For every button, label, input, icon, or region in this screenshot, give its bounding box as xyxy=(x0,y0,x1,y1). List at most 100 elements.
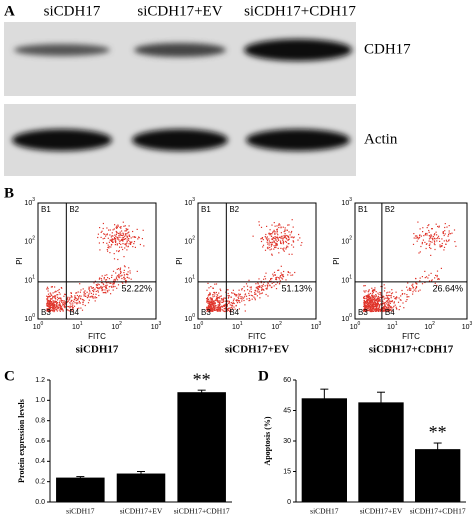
scatter-dot xyxy=(427,225,429,227)
scatter-dot xyxy=(415,288,417,290)
scatter-dot xyxy=(222,301,224,303)
scatter-dot xyxy=(271,282,273,284)
scatter-dot xyxy=(384,302,387,304)
scatter-dot xyxy=(260,226,263,228)
scatter-dot xyxy=(375,302,377,304)
quadrant-percent: 51.13% xyxy=(281,283,312,293)
scatter-dot xyxy=(378,300,381,302)
scatter-dot xyxy=(437,237,439,239)
scatter-dot xyxy=(429,236,431,238)
panel-label: D xyxy=(258,368,269,384)
scatter-dot xyxy=(119,272,122,275)
scatter-dot xyxy=(208,306,210,308)
scatter-dot xyxy=(363,303,365,305)
scatter-dot xyxy=(415,286,418,288)
scatter-dot xyxy=(120,233,122,235)
scatter-dot xyxy=(76,294,78,297)
scatter-dot xyxy=(275,244,277,246)
scatter-dot xyxy=(110,244,112,246)
scatter-dot xyxy=(451,232,453,234)
scatter-dot xyxy=(46,305,48,307)
scatter-dot xyxy=(118,250,120,253)
scatter-dot xyxy=(378,309,380,311)
scatter-dot xyxy=(219,303,221,305)
scatter-dot xyxy=(270,248,273,250)
scatter-dot xyxy=(382,296,384,298)
scatter-dot xyxy=(103,276,105,279)
scatter-dot xyxy=(390,297,392,299)
tick-base: 10 xyxy=(24,316,32,323)
scatter-dot xyxy=(254,290,256,292)
scatter-dot xyxy=(406,296,408,298)
scatter-dot xyxy=(442,231,444,233)
scatter-dot xyxy=(289,272,291,274)
scatter-dot xyxy=(98,288,100,290)
scatter-dot xyxy=(124,230,126,232)
scatter-dot xyxy=(48,303,51,305)
scatter-dot xyxy=(88,287,90,289)
scatter-dot xyxy=(207,306,209,309)
x-tick-label: 103 xyxy=(462,321,473,331)
scatter-dot xyxy=(383,310,385,312)
scatter-dot xyxy=(89,289,91,291)
scatter-dot xyxy=(430,272,432,274)
scatter-dot xyxy=(377,304,379,306)
scatter-dot xyxy=(136,228,138,230)
scatter-dot xyxy=(67,296,69,298)
scatter-dot xyxy=(384,287,386,289)
scatter-dot xyxy=(49,296,51,298)
tick-base: 10 xyxy=(193,324,201,331)
scatter-dot xyxy=(97,290,99,292)
tick-exponent: 2 xyxy=(119,321,122,327)
scatter-dot xyxy=(370,304,372,306)
scatter-dot xyxy=(277,234,279,236)
scatter-dot xyxy=(281,278,284,280)
scatter-dot xyxy=(57,307,60,309)
scatter-dot xyxy=(218,305,220,307)
scatter-dot xyxy=(364,309,366,312)
scatter-dot xyxy=(276,225,278,227)
scatter-dot xyxy=(419,251,421,253)
scatter-dot xyxy=(222,299,224,301)
tick-exponent: 1 xyxy=(240,321,243,327)
scatter-dot xyxy=(218,292,220,294)
scatter-dot xyxy=(57,307,59,309)
scatter-dot xyxy=(53,304,55,306)
scatter-dot xyxy=(436,284,438,287)
scatter-dot xyxy=(124,243,126,245)
bar xyxy=(116,473,166,502)
scatter-dot xyxy=(56,306,58,308)
scatter-dot xyxy=(276,244,278,246)
scatter-dot xyxy=(125,228,127,230)
scatter-dot xyxy=(279,240,282,242)
scatter-dot xyxy=(50,302,53,304)
y-tick-label: 1.2 xyxy=(35,377,45,384)
scatter-dot xyxy=(219,301,221,303)
scatter-dot xyxy=(406,299,408,301)
scatter-dot xyxy=(273,285,275,287)
scatter-dot xyxy=(270,235,273,237)
x-tick-label: 102 xyxy=(424,321,435,331)
scatter-dot xyxy=(123,265,126,267)
scatter-dot xyxy=(387,298,389,300)
scatter-dot xyxy=(388,310,390,312)
scatter-dot xyxy=(275,278,277,280)
scatter-dot xyxy=(373,305,375,308)
scatter-dot xyxy=(278,277,280,279)
scatter-dot xyxy=(125,243,127,245)
scatter-dot xyxy=(275,237,277,239)
scatter-dot xyxy=(76,308,79,310)
scatter-dot xyxy=(109,252,111,254)
scatter-dot xyxy=(378,297,380,299)
scatter-dot xyxy=(270,278,272,280)
scatter-dot xyxy=(393,296,395,298)
scatter-dot xyxy=(113,258,116,260)
scatter-dot xyxy=(127,274,129,276)
scatter-dot xyxy=(428,231,430,233)
scatter-dot xyxy=(70,292,72,294)
panel-label: B xyxy=(4,185,14,201)
scatter-dot xyxy=(86,297,88,299)
scatter-dot xyxy=(59,300,61,302)
scatter-dot xyxy=(217,307,219,309)
scatter-dot xyxy=(290,274,292,276)
